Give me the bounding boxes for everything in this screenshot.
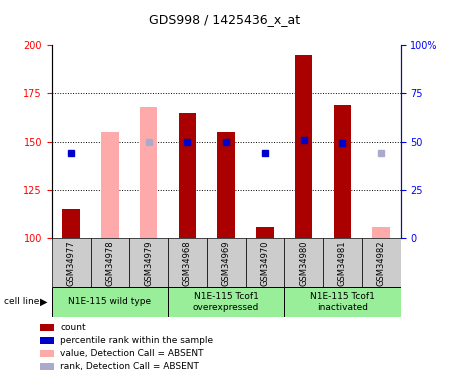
Bar — [52, 287, 168, 317]
Bar — [90, 238, 129, 287]
Text: count: count — [60, 323, 86, 332]
Bar — [168, 238, 207, 287]
Text: GSM34981: GSM34981 — [338, 241, 347, 286]
Text: GDS998 / 1425436_x_at: GDS998 / 1425436_x_at — [149, 13, 301, 26]
Bar — [323, 238, 362, 287]
Text: GSM34977: GSM34977 — [67, 241, 76, 286]
Bar — [40, 337, 54, 344]
Bar — [362, 238, 400, 287]
Bar — [129, 238, 168, 287]
Text: GSM34978: GSM34978 — [105, 241, 114, 286]
Text: GSM34970: GSM34970 — [261, 241, 270, 286]
Bar — [373, 226, 390, 238]
Text: GSM34979: GSM34979 — [144, 241, 153, 286]
Text: N1E-115 Tcof1
overexpressed: N1E-115 Tcof1 overexpressed — [193, 292, 259, 312]
Text: GSM34980: GSM34980 — [299, 241, 308, 286]
Bar — [63, 209, 80, 238]
Text: GSM34969: GSM34969 — [221, 241, 230, 286]
Bar — [40, 350, 54, 357]
Bar — [40, 363, 54, 370]
Bar — [179, 112, 196, 238]
Text: rank, Detection Call = ABSENT: rank, Detection Call = ABSENT — [60, 362, 199, 371]
Bar — [284, 238, 323, 287]
Text: cell line: cell line — [4, 297, 40, 306]
Bar — [217, 132, 235, 238]
Text: GSM34982: GSM34982 — [377, 241, 386, 286]
Bar — [333, 105, 351, 238]
Text: value, Detection Call = ABSENT: value, Detection Call = ABSENT — [60, 349, 204, 358]
Text: ▶: ▶ — [40, 297, 48, 307]
Text: GSM34968: GSM34968 — [183, 241, 192, 286]
Text: N1E-115 wild type: N1E-115 wild type — [68, 297, 152, 306]
Bar — [40, 324, 54, 331]
Bar — [101, 132, 119, 238]
Bar — [52, 238, 90, 287]
Text: N1E-115 Tcof1
inactivated: N1E-115 Tcof1 inactivated — [310, 292, 375, 312]
Bar — [207, 238, 246, 287]
Text: percentile rank within the sample: percentile rank within the sample — [60, 336, 213, 345]
Bar — [246, 238, 284, 287]
Bar — [256, 226, 274, 238]
Bar — [168, 287, 284, 317]
Bar — [140, 107, 157, 238]
Bar — [284, 287, 400, 317]
Bar — [295, 55, 312, 238]
